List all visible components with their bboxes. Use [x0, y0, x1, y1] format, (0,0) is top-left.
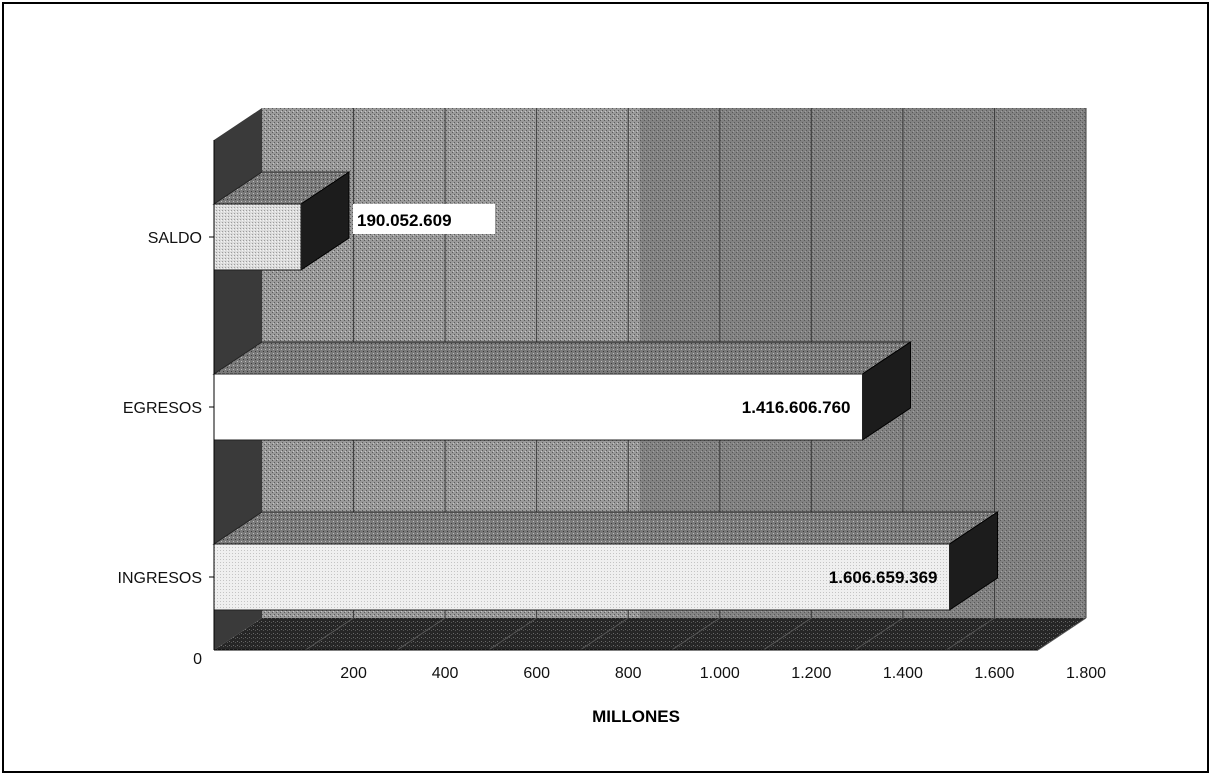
x-tick-label-1: 200 — [340, 665, 367, 682]
data-label-box-saldo — [353, 204, 496, 234]
x-axis-title: MILLONES — [592, 707, 680, 726]
bar-ingresos — [213, 543, 950, 611]
category-label-ingresos: INGRESOS — [118, 570, 202, 587]
data-label-saldo: 190.052.609 — [357, 211, 452, 230]
x-tick-label-7: 1.400 — [883, 665, 923, 682]
x-tick-label-5: 1.000 — [700, 665, 740, 682]
axis: 0 200 400 600 800 1.000 1.200 1.400 1.600 1.800 MI… — [193, 140, 1106, 726]
x-tick-label-9: 1.800 — [1066, 665, 1106, 682]
bar-saldo — [213, 203, 302, 271]
x-tick-label-3: 600 — [523, 665, 550, 682]
floor-gridline-5 — [671, 617, 721, 651]
floor-gridline-8 — [946, 617, 995, 651]
x-tick-label-6: 1.200 — [791, 665, 831, 682]
floor-gridline-2 — [396, 617, 446, 651]
category-label-egresos: EGRESOS — [123, 400, 202, 417]
x-tick-label-8: 1.600 — [974, 665, 1014, 682]
bars — [212, 171, 1000, 611]
bar-top-egresos — [212, 341, 913, 375]
x-tick-label-4: 800 — [615, 665, 642, 682]
floor-gridline-3 — [488, 617, 537, 651]
floor-gridline-9 — [1037, 617, 1087, 651]
category-label-saldo: SALDO — [148, 230, 202, 247]
floor — [214, 618, 1086, 650]
floor-gridline-6 — [763, 617, 812, 651]
floor-gridline-7 — [854, 617, 904, 651]
bar-top-ingresos — [212, 511, 1000, 545]
x-tick-label-2: 400 — [432, 665, 459, 682]
floor-gridline-4 — [579, 617, 629, 651]
labels: SALDO 190.052.609 EGRESOS 1.416.606.760 INGR… — [118, 204, 938, 587]
data-label-egresos: 1.416.606.760 — [742, 398, 851, 417]
floor-gridline-1 — [305, 617, 354, 651]
data-label-ingresos: 1.606.659.369 — [829, 568, 938, 587]
x-tick-label-0: 0 — [193, 651, 202, 668]
bar-egresos — [213, 373, 863, 441]
